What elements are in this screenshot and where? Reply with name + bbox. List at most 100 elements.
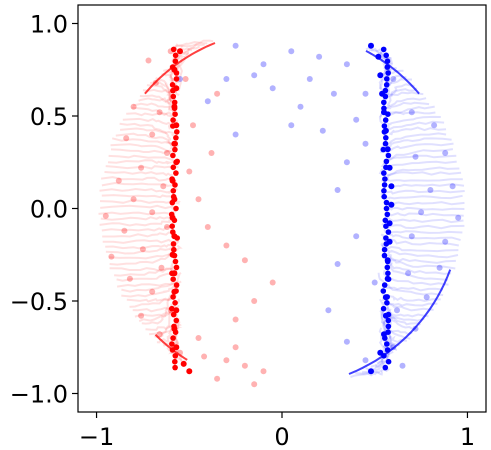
red-boundary-point <box>170 229 176 235</box>
red-boundary-point <box>170 188 177 194</box>
blue-trajectory-line <box>389 253 456 264</box>
red-scatter-point <box>201 353 208 360</box>
blue-boundary-point <box>388 201 395 208</box>
blue-boundary-point <box>375 53 382 60</box>
blue-boundary-point <box>384 64 391 70</box>
blue-boundary-point <box>384 211 391 218</box>
blue-trajectory-line <box>385 260 452 275</box>
red-boundary-point <box>172 258 179 265</box>
blue-scatter-point <box>232 131 239 138</box>
blue-boundary-point <box>380 305 387 312</box>
red-trajectory-line <box>150 80 173 103</box>
red-boundary-point <box>172 329 179 336</box>
red-scatter-point <box>241 362 248 369</box>
red-scatter-point <box>251 298 258 304</box>
x-tick-label: 0 <box>274 423 289 450</box>
red-boundary-point <box>170 241 177 247</box>
blue-trajectory-line <box>380 148 454 168</box>
red-scatter-point <box>232 316 239 323</box>
red-trajectory-line <box>138 97 175 104</box>
blue-scatter-point <box>334 187 341 193</box>
red-trajectory-line <box>120 127 176 140</box>
red-boundary-point <box>172 358 178 365</box>
blue-boundary-point <box>382 117 389 123</box>
blue-boundary-point <box>381 252 388 259</box>
red-boundary-point <box>170 93 177 100</box>
blue-scatter-point <box>408 109 415 116</box>
blue-boundary-point <box>383 205 390 212</box>
blue-trajectory-line <box>381 321 407 344</box>
blue-scatter-point <box>399 362 406 369</box>
red-boundary-point <box>172 52 179 59</box>
blue-boundary-point <box>385 70 392 76</box>
red-scatter-point <box>269 279 276 286</box>
red-boundary-point <box>169 341 175 347</box>
blue-boundary-point <box>385 358 392 365</box>
blue-boundary-point <box>381 170 387 176</box>
blue-trajectory-line <box>383 229 463 234</box>
blue-trajectory-line <box>382 301 438 307</box>
red-scatter-point <box>121 227 128 234</box>
red-boundary-point <box>170 152 176 159</box>
blue-boundary-point <box>380 46 387 53</box>
blue-scatter-point <box>390 76 397 82</box>
blue-boundary-point <box>368 368 374 375</box>
blue-boundary-point <box>384 58 391 64</box>
blue-boundary-point <box>381 99 387 106</box>
blue-trajectory-line <box>382 315 390 358</box>
blue-scatter-point <box>423 294 430 301</box>
blue-boundary-point <box>384 146 391 153</box>
red-scatter-point <box>195 335 202 341</box>
blue-scatter-point <box>251 72 258 79</box>
red-trajectory-line <box>122 117 172 130</box>
red-boundary-point <box>171 323 177 330</box>
red-boundary-point <box>170 294 176 300</box>
red-boundary-point <box>169 305 175 312</box>
blue-scatter-point <box>223 76 230 82</box>
y-tick-label: 0.0 <box>30 196 68 224</box>
red-boundary-point <box>174 129 180 135</box>
red-boundary-point <box>169 199 176 206</box>
blue-trajectory-line <box>380 132 447 154</box>
blue-boundary-point <box>382 87 389 94</box>
red-boundary-point <box>174 235 180 241</box>
blue-trajectory-line <box>385 256 448 281</box>
red-scatter-point <box>214 90 221 97</box>
blue-boundary-point <box>377 72 384 79</box>
red-boundary-point <box>177 48 183 55</box>
red-boundary-point <box>173 135 179 141</box>
blue-boundary-point <box>384 347 391 353</box>
red-trajectory-line <box>174 55 186 93</box>
red-trajectory-line <box>110 148 176 156</box>
red-boundary-point <box>173 317 180 324</box>
y-tick-label: −1.0 <box>10 381 68 409</box>
blue-boundary-point <box>385 270 391 277</box>
red-boundary-point <box>186 368 193 375</box>
blue-boundary-point <box>381 188 387 194</box>
blue-boundary-point <box>384 294 391 300</box>
blue-trajectory-line <box>387 251 456 270</box>
red-boundary-point <box>171 99 178 106</box>
red-trajectory-line <box>155 76 171 110</box>
red-boundary-point <box>172 300 178 306</box>
blue-boundary-point <box>383 158 390 165</box>
blue-boundary-point <box>381 105 387 112</box>
y-tick-label: −0.5 <box>10 288 68 316</box>
blue-trajectory-line <box>387 206 465 212</box>
red-trajectory-line <box>100 176 177 183</box>
red-scatter-point <box>108 253 115 260</box>
blue-boundary-point <box>384 300 390 306</box>
blue-scatter-point <box>306 76 313 82</box>
blue-trajectory-line <box>376 335 394 365</box>
red-scatter-point <box>241 257 248 264</box>
red-scatter-point <box>145 57 152 64</box>
blue-scatter-point <box>408 233 415 240</box>
red-trajectory-line <box>114 260 175 277</box>
red-scatter-point <box>214 375 221 382</box>
blue-boundary-point <box>384 76 390 82</box>
red-boundary-point <box>172 364 178 371</box>
blue-scatter-point <box>394 307 400 314</box>
blue-boundary-point <box>385 311 392 318</box>
blue-scatter-point <box>343 159 350 166</box>
